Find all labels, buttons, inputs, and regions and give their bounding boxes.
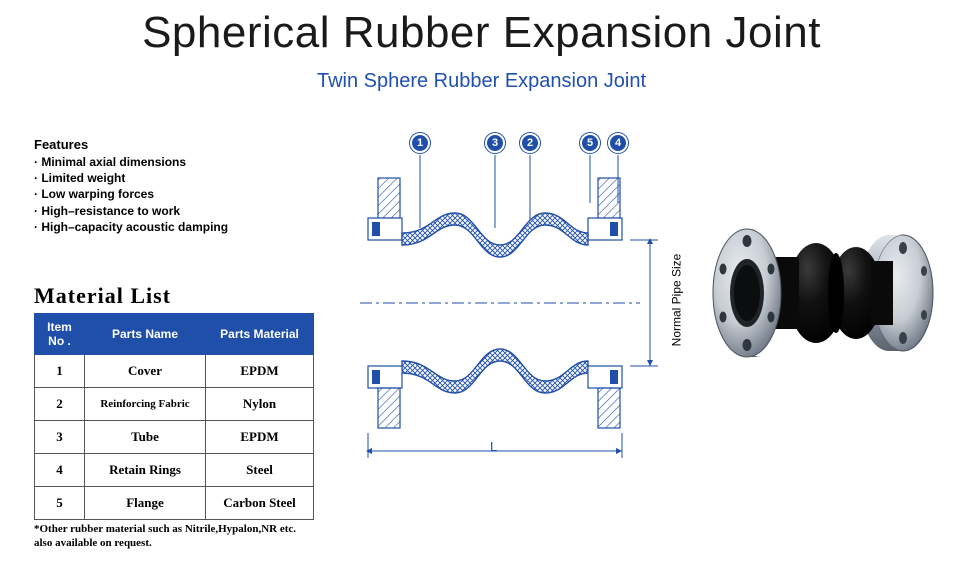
features-block: Features Minimal axial dimensions Limite…: [34, 137, 228, 235]
cell: EPDM: [206, 355, 314, 388]
material-table: Item No . Parts Name Parts Material 1 Co…: [34, 313, 314, 520]
cell: Steel: [206, 454, 314, 487]
material-footnote: *Other rubber material such as Nitrile,H…: [34, 523, 314, 551]
table-row: 5 Flange Carbon Steel: [35, 487, 314, 520]
callout-4: 4: [608, 133, 628, 153]
cell: Tube: [85, 421, 206, 454]
product-svg: [711, 203, 941, 383]
cell: 4: [35, 454, 85, 487]
cell: EPDM: [206, 421, 314, 454]
callout-3: 3: [485, 133, 505, 153]
table-row: 3 Tube EPDM: [35, 421, 314, 454]
material-heading: Material List: [34, 283, 314, 309]
page-subtitle: Twin Sphere Rubber Expansion Joint: [0, 70, 963, 93]
cell: Flange: [85, 487, 206, 520]
content-area: Features Minimal axial dimensions Limite…: [0, 93, 963, 563]
callout-1: 1: [410, 133, 430, 153]
cell: Reinforcing Fabric: [85, 388, 206, 421]
feature-item: High–resistance to work: [34, 203, 228, 219]
dim-label-pipe-size: Normal Pipe Size: [669, 254, 683, 347]
cell: 3: [35, 421, 85, 454]
col-item-no: Item No .: [35, 314, 85, 355]
material-block: Material List Item No . Parts Name Parts…: [34, 283, 314, 551]
feature-item: Limited weight: [34, 170, 228, 186]
feature-item: High–capacity acoustic damping: [34, 219, 228, 235]
cell: Nylon: [206, 388, 314, 421]
table-header-row: Item No . Parts Name Parts Material: [35, 314, 314, 355]
feature-item: Minimal axial dimensions: [34, 154, 228, 170]
features-heading: Features: [34, 137, 228, 152]
product-photo: [711, 203, 941, 383]
table-row: 2 Reinforcing Fabric Nylon: [35, 388, 314, 421]
callout-2: 2: [520, 133, 540, 153]
cell: Cover: [85, 355, 206, 388]
page-title: Spherical Rubber Expansion Joint: [0, 8, 963, 58]
cell: 2: [35, 388, 85, 421]
features-list: Minimal axial dimensions Limited weight …: [34, 154, 228, 235]
dim-label-l: L: [490, 439, 497, 454]
col-parts-material: Parts Material: [206, 314, 314, 355]
cell: 5: [35, 487, 85, 520]
cell: Retain Rings: [85, 454, 206, 487]
callout-5: 5: [580, 133, 600, 153]
cell: Carbon Steel: [206, 487, 314, 520]
table-row: 4 Retain Rings Steel: [35, 454, 314, 487]
diagram-svg: [340, 133, 670, 473]
col-parts-name: Parts Name: [85, 314, 206, 355]
cell: 1: [35, 355, 85, 388]
feature-item: Low warping forces: [34, 186, 228, 202]
technical-diagram: 1 3 2 5 4: [340, 133, 670, 473]
table-row: 1 Cover EPDM: [35, 355, 314, 388]
